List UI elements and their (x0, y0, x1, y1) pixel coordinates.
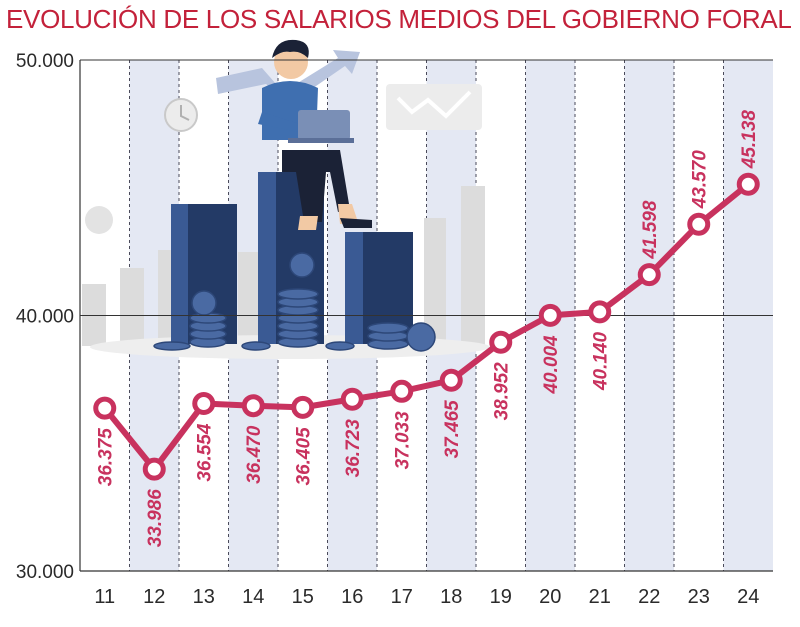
y-tick-labels: 30.000 40.000 50.000 (16, 51, 74, 583)
data-labels: 36.375 33.986 36.554 36.470 36.405 36.723 37.0… (96, 110, 761, 548)
data-point-12 (142, 457, 166, 481)
data-label-19: 38.952 (492, 362, 513, 421)
data-points (93, 172, 760, 481)
column-separators (129, 60, 724, 571)
chart-board-icon (386, 84, 482, 130)
data-point-16 (340, 387, 364, 411)
x-tick-label: 20 (539, 586, 561, 608)
data-label-14: 36.470 (244, 425, 265, 484)
clock-icon (164, 98, 198, 132)
y-tick-label: 30.000 (16, 562, 74, 583)
x-tick-label: 23 (688, 586, 710, 608)
data-label-16: 36.723 (343, 419, 364, 478)
chart-title: EVOLUCIÓN DE LOS SALARIOS MEDIOS DEL GOB… (6, 4, 792, 34)
data-label-15: 36.405 (294, 427, 315, 486)
x-tick-label: 24 (737, 586, 759, 608)
data-point-20 (538, 303, 562, 327)
data-point-15 (291, 395, 315, 419)
data-label-12: 33.986 (145, 489, 166, 548)
data-label-17: 37.033 (393, 411, 414, 470)
data-label-18: 37.465 (442, 400, 463, 459)
coin-icon (85, 206, 113, 234)
data-label-13: 36.554 (195, 423, 216, 482)
x-tick-label: 19 (490, 586, 512, 608)
x-tick-labels: 11 12 13 14 15 16 17 18 19 20 21 22 23 24 (94, 586, 759, 608)
data-label-21: 40.140 (591, 332, 612, 392)
x-tick-label: 13 (193, 586, 215, 608)
illustration (82, 39, 490, 359)
data-point-19 (489, 330, 513, 354)
x-tick-label: 21 (589, 586, 611, 608)
data-point-14 (241, 394, 265, 418)
data-point-17 (390, 379, 414, 403)
x-tick-label: 14 (242, 586, 264, 608)
person-with-laptop-icon (258, 39, 372, 230)
x-tick-label: 18 (440, 586, 462, 608)
data-point-18 (439, 368, 463, 392)
data-point-23 (687, 212, 711, 236)
data-point-13 (192, 392, 216, 416)
data-label-24: 45.138 (739, 110, 760, 170)
data-label-23: 43.570 (690, 150, 711, 210)
data-point-21 (588, 300, 612, 324)
x-tick-label: 17 (391, 586, 413, 608)
x-tick-label: 12 (143, 586, 165, 608)
data-point-11 (93, 396, 117, 420)
data-point-24 (736, 172, 760, 196)
coin-stack-icon (153, 252, 436, 352)
data-label-20: 40.004 (541, 335, 562, 395)
x-tick-label: 16 (341, 586, 363, 608)
y-tick-label: 40.000 (16, 307, 74, 328)
y-tick-label: 50.000 (16, 51, 74, 72)
data-label-11: 36.375 (96, 428, 117, 487)
data-point-22 (637, 263, 661, 287)
axes (79, 59, 773, 572)
x-tick-label: 22 (638, 586, 660, 608)
x-tick-label: 15 (292, 586, 314, 608)
data-label-22: 41.598 (640, 200, 661, 260)
x-tick-label: 11 (94, 586, 115, 608)
